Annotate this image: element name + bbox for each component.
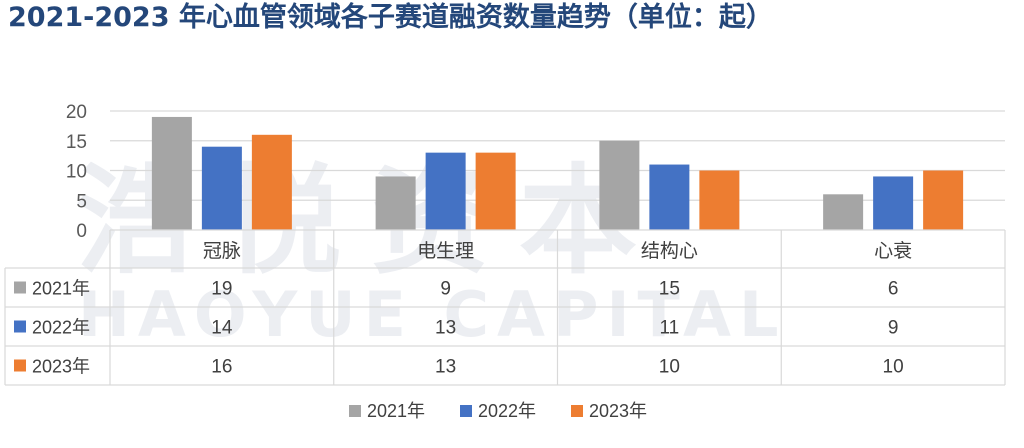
table-cell: 10 xyxy=(883,357,904,378)
y-tick-label: 10 xyxy=(66,162,87,183)
table-cell: 6 xyxy=(888,279,899,300)
legend-swatch xyxy=(349,405,361,417)
bars xyxy=(151,116,964,230)
bar xyxy=(649,164,690,230)
bar xyxy=(699,170,740,230)
row-label: 2021年 xyxy=(32,279,90,299)
data-table: 冠脉 电生理 结构心 心衰 2021年 19 9 15 6 2022年 14 13 11 9 2023年 16… xyxy=(4,229,1006,386)
legend-label: 2021年 xyxy=(367,401,425,421)
y-axis-ticks: 0 5 10 15 20 xyxy=(66,102,87,242)
row-label: 2022年 xyxy=(32,318,90,338)
category-label: 电生理 xyxy=(417,240,474,262)
legend-label: 2022年 xyxy=(478,401,536,421)
legend-swatch xyxy=(460,405,472,417)
category-label: 冠脉 xyxy=(203,240,241,262)
watermark: 浩悦资本 HAOYUE CAPITAL xyxy=(75,152,787,351)
bar xyxy=(873,176,914,230)
row-label: 2023年 xyxy=(32,357,90,377)
table-cell: 9 xyxy=(440,279,451,300)
bar xyxy=(823,194,864,230)
row-swatch xyxy=(14,320,26,333)
legend-swatch xyxy=(571,405,583,417)
category-label: 心衰 xyxy=(874,240,912,262)
bar xyxy=(425,152,466,230)
table-cell: 13 xyxy=(435,318,456,339)
table-cell: 16 xyxy=(211,357,232,378)
y-tick-label: 20 xyxy=(66,102,87,123)
table-cell: 15 xyxy=(659,279,680,300)
bar xyxy=(251,134,292,230)
bar xyxy=(375,176,416,230)
y-tick-label: 5 xyxy=(76,191,87,212)
chart-title: 2021-2023 年心血管领域各子赛道融资数量趋势（单位：起） xyxy=(8,1,773,33)
watermark-en: HAOYUE CAPITAL xyxy=(78,278,787,351)
legend: 2021年 2022年 2023年 xyxy=(349,401,647,421)
category-label: 结构心 xyxy=(641,240,698,262)
bar xyxy=(599,140,640,230)
table-cell: 14 xyxy=(211,318,233,339)
row-swatch xyxy=(14,359,26,372)
table-cell: 19 xyxy=(211,279,232,300)
bar xyxy=(475,152,516,230)
row-swatch xyxy=(14,281,26,294)
legend-label: 2023年 xyxy=(589,401,647,421)
bar xyxy=(923,170,964,230)
bar xyxy=(201,146,242,230)
y-tick-label: 0 xyxy=(76,221,87,242)
table-cell: 9 xyxy=(888,318,899,339)
bar xyxy=(151,116,192,230)
table-cell: 11 xyxy=(660,318,680,339)
y-tick-label: 15 xyxy=(66,132,87,153)
table-cell: 13 xyxy=(435,357,456,378)
table-cell: 10 xyxy=(659,357,680,378)
